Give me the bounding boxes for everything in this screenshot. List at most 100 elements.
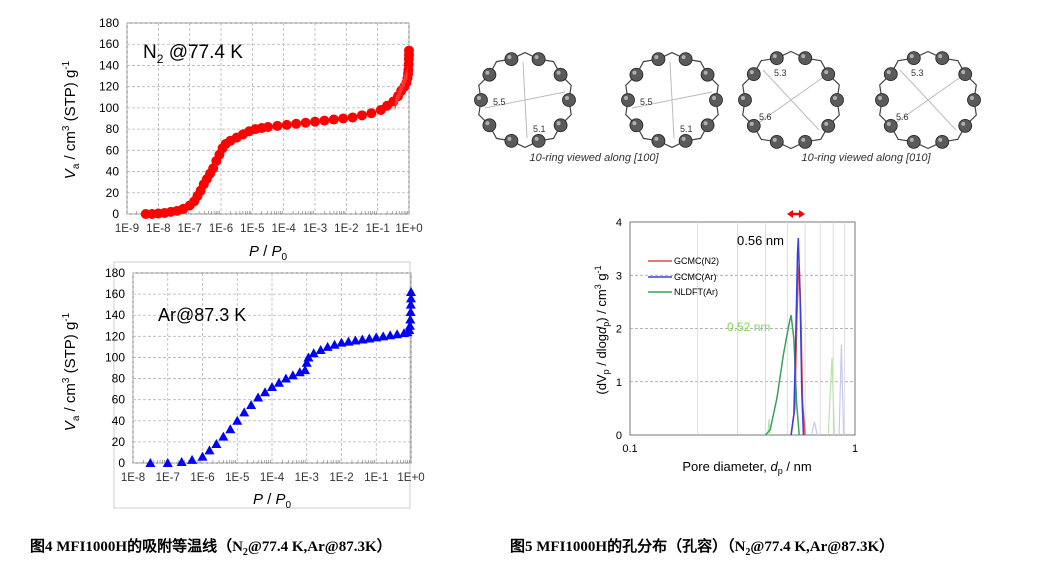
ring-dimension-label: 5.1 <box>533 124 546 134</box>
n2-data-point <box>263 121 273 132</box>
ar-data-point <box>336 337 347 347</box>
n2-y-tick-label: 80 <box>106 122 120 136</box>
n2-y-tick-label: 180 <box>99 16 119 30</box>
ring-atom <box>746 67 761 82</box>
ar-x-axis-label: P / P0 <box>253 491 292 511</box>
ring-view-caption-100: 10-ring viewed along [100] <box>529 152 659 164</box>
ar-y-tick-label: 140 <box>105 308 125 322</box>
ring-atom-highlight <box>961 70 966 75</box>
ar-x-tick-label: 1E+0 <box>397 472 424 484</box>
n2-x-tick-label: 1E-1 <box>366 223 390 235</box>
ten-ring-diagrams: 10-ring viewed along [100] 10-ring viewe… <box>474 50 981 164</box>
ring-atom-highlight <box>741 96 745 100</box>
ring-dimension-label: 5.1 <box>680 124 693 134</box>
ring-atom <box>504 133 519 148</box>
ring-atom-highlight <box>938 137 943 142</box>
n2-x-tick-label: 1E-2 <box>334 223 358 235</box>
ring-atom-highlight <box>909 54 914 59</box>
ar-data-point <box>378 331 389 341</box>
pore-gridlines <box>630 222 855 435</box>
pore-y-tick-label: 2 <box>616 324 622 336</box>
ring-atom <box>906 51 921 66</box>
n2-data-point <box>291 118 302 129</box>
ring-atom-highlight <box>970 96 974 100</box>
ring-atom <box>709 93 723 107</box>
ar-data-point <box>176 456 187 466</box>
ar-x-tick-label: 1E-6 <box>190 472 214 484</box>
ar-data-point <box>145 458 156 467</box>
pore-series-line <box>790 237 805 436</box>
ring-atom <box>562 93 576 107</box>
n2-data-point <box>338 113 349 124</box>
pore-faint-peak <box>827 357 835 436</box>
n2-y-tick-label: 60 <box>106 143 120 157</box>
ar-x-tick-label: 1E-8 <box>121 472 145 484</box>
ten-ring-2: 5.5 5.1 <box>621 51 723 149</box>
legend-label-nldft-ar: NLDFT(Ar) <box>674 287 718 297</box>
ring-atom-highlight <box>712 96 716 100</box>
ar-data-point <box>371 332 382 342</box>
ten-ring-4: 5.3 5.6 <box>875 50 981 150</box>
ring-atom <box>821 118 836 133</box>
ar-data-point <box>204 445 215 455</box>
ring-dimension-label: 5.3 <box>911 68 924 78</box>
ar-data-point <box>211 439 222 448</box>
ring-atom-highlight <box>703 70 708 75</box>
ring-atom <box>798 134 813 149</box>
pore-y-tick-label: 0 <box>616 430 622 442</box>
ring-atom-highlight <box>654 55 659 60</box>
pore-legend: GCMC(N2) GCMC(Ar) NLDFT(Ar) <box>648 256 719 297</box>
ar-x-tick-label: 1E-1 <box>364 472 388 484</box>
pore-y-axis-label: (dVp / dlogdp) / cm3 g-1 <box>593 265 611 394</box>
ring-atom-highlight <box>485 121 490 126</box>
ar-x-tick-label: 1E-4 <box>260 472 285 484</box>
ring-dimension-label: 5.3 <box>774 68 787 78</box>
pore-faint-peak <box>838 344 845 436</box>
n2-y-tick-label: 40 <box>106 165 120 179</box>
ring-atom <box>531 52 546 67</box>
n2-y-tick-label: 100 <box>99 101 119 115</box>
ar-series-label: Ar@87.3 K <box>158 305 246 325</box>
ring-atom <box>769 51 784 66</box>
ring-atom <box>883 67 898 82</box>
ring-atom <box>700 67 715 82</box>
ar-data-point <box>232 415 243 425</box>
ring-atom-highlight <box>801 137 806 142</box>
ring-atom-highlight <box>878 96 882 100</box>
ring-atom <box>678 52 693 67</box>
n2-x-tick-label: 1E-5 <box>240 223 264 235</box>
ar-y-tick-label: 100 <box>105 350 125 364</box>
n2-x-tick-label: 1E-7 <box>178 223 202 235</box>
ar-y-tick-label: 160 <box>105 287 125 301</box>
n2-x-tick-label: 1E-8 <box>146 223 170 235</box>
annotation-0-52-nm: 0.52 nm <box>727 320 770 334</box>
ar-x-tick-labels: 1E-8 1E-7 1E-6 1E-5 1E-4 1E-3 1E-2 1E-1 1E+0 <box>121 472 425 484</box>
ring-atom-highlight <box>938 54 943 59</box>
ar-data-point <box>280 373 291 383</box>
ring-atom-highlight <box>909 137 914 142</box>
ar-panel-border <box>113 261 411 509</box>
ring-dimension-label: 5.5 <box>493 97 506 107</box>
ring-atom-highlight <box>772 54 777 59</box>
n2-x-tick-label: 1E-9 <box>115 223 139 235</box>
n2-data-point <box>366 108 377 119</box>
ring-atom <box>769 134 784 149</box>
ar-data-point <box>225 424 236 434</box>
ar-data-point <box>239 407 250 417</box>
ar-y-axis-label: Va / cm3 (STP) g-1 <box>61 312 82 431</box>
ar-data-point <box>308 348 319 358</box>
ar-data-point <box>253 392 264 402</box>
ring-atom-highlight <box>886 121 891 126</box>
n2-x-tick-label: 1E+0 <box>395 223 422 235</box>
ring-atom <box>958 67 973 82</box>
ar-data-point <box>246 399 257 409</box>
ring-atom-highlight <box>507 136 512 141</box>
ar-data-point <box>300 365 311 375</box>
ar-data-point <box>405 307 416 317</box>
legend-label-gcmc-n2: GCMC(N2) <box>674 256 719 266</box>
ar-data-point <box>364 333 375 343</box>
n2-y-axis-label: Va / cm3 (STP) g-1 <box>61 60 82 179</box>
